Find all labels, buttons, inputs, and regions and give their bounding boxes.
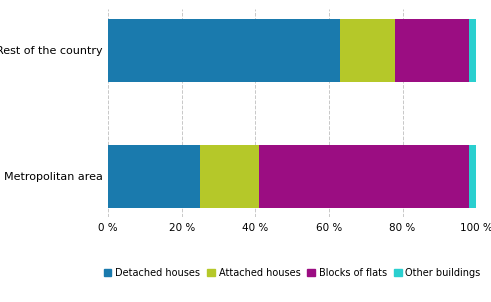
Bar (469, 18, 476, 82)
Bar (469, 145, 476, 208)
Bar (340, 18, 395, 82)
Bar (395, 18, 469, 82)
Legend: Detached houses, Attached houses, Blocks of flats, Other buildings: Detached houses, Attached houses, Blocks… (104, 268, 481, 278)
Bar (259, 145, 469, 208)
Bar (108, 18, 340, 82)
Bar (200, 145, 259, 208)
Bar (108, 145, 200, 208)
